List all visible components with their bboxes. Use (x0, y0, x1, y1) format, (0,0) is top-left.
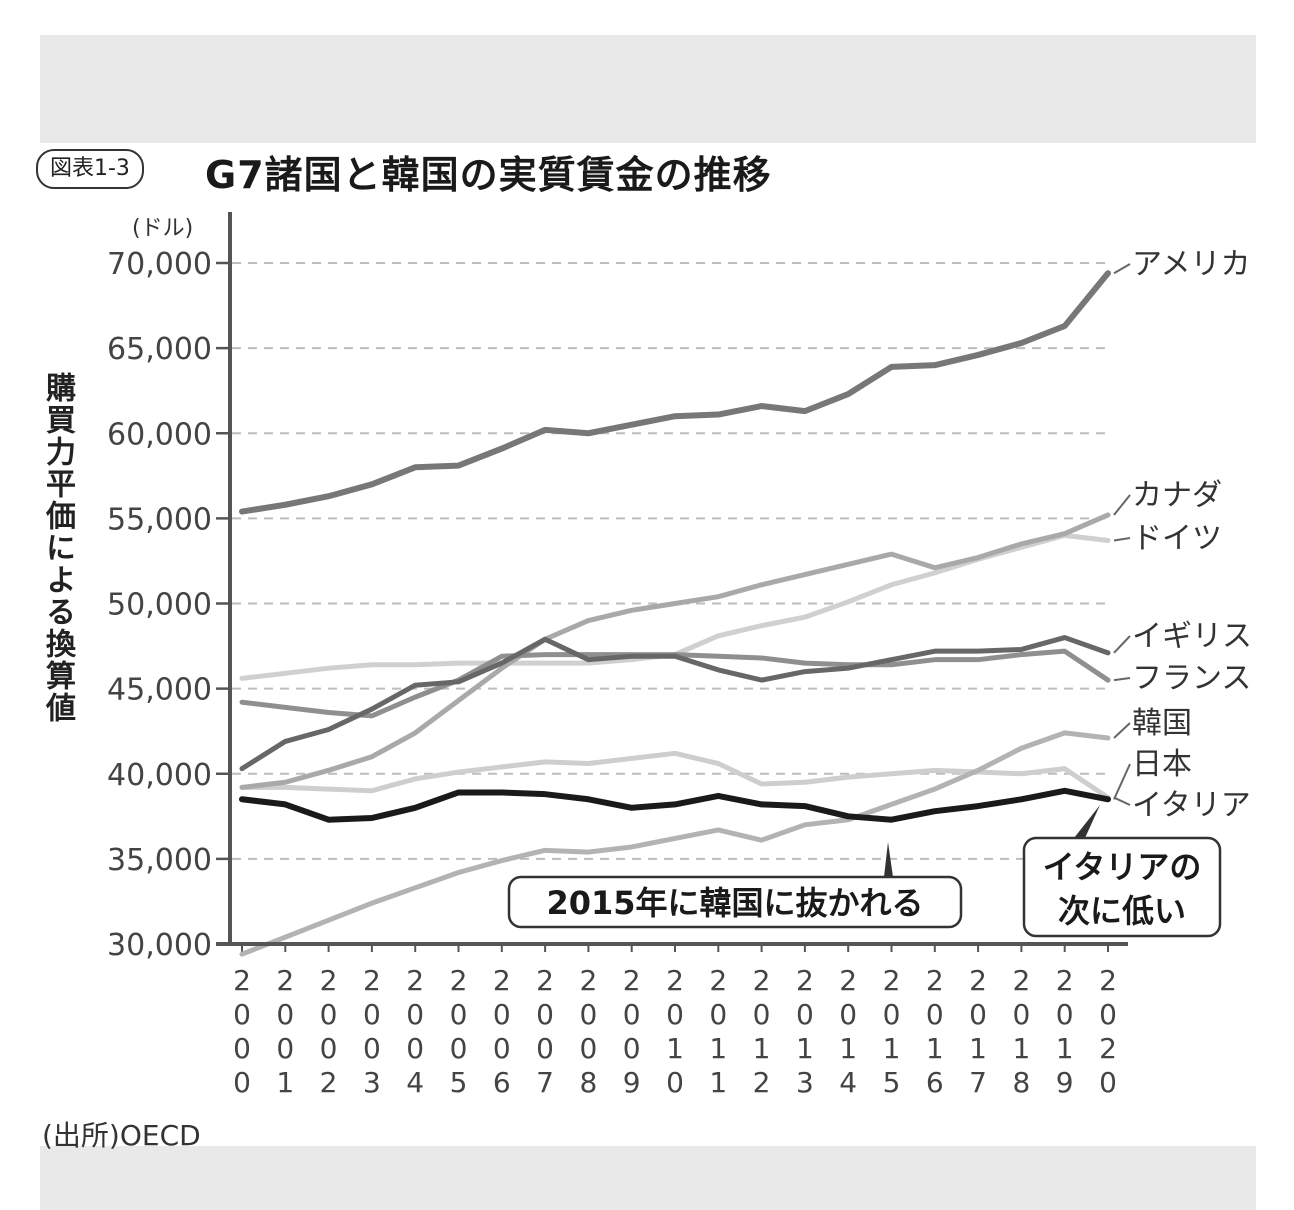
right-margin (1256, 0, 1294, 1210)
y-tick-label: 70,000 (107, 247, 212, 282)
left-margin (0, 0, 40, 1210)
series-line-0 (239, 270, 1111, 515)
annotation-pointer-korea (884, 842, 893, 877)
series-leader-4 (1113, 677, 1131, 682)
annotation-second-lowest-line1: イタリアの (1043, 848, 1202, 886)
figure-number-badge: 図表1-3 (36, 149, 144, 189)
y-axis-unit: (ドル) (132, 216, 194, 241)
series-leader-0 (1113, 263, 1131, 275)
y-tick-label: 30,000 (107, 928, 212, 963)
series-line-3 (239, 635, 1111, 772)
chart-title: G7諸国と韓国の実質賃金の推移 (205, 153, 772, 197)
source-note: (出所)OECD (42, 1119, 201, 1152)
y-tick-label: 50,000 (107, 588, 212, 623)
series-line-6 (239, 787, 1111, 823)
annotation-second-lowest-line2: 次に低い (1058, 892, 1186, 930)
series-label: 日本 (1132, 747, 1192, 782)
bottom-band (40, 1146, 1256, 1210)
series-label: 韓国 (1132, 706, 1192, 741)
y-tick-label: 35,000 (107, 843, 212, 878)
series-label: カナダ (1132, 478, 1222, 513)
series-label: フランス (1132, 661, 1251, 696)
series-line-4 (239, 648, 1111, 719)
annotation-korea-passes: 2015年に韓国に抜かれる (546, 884, 923, 922)
series-label: イギリス (1132, 619, 1252, 654)
series-label: アメリカ (1132, 247, 1251, 282)
annotation-box-second-lowest (1022, 836, 1222, 938)
annotation-box-korea (507, 875, 963, 929)
series-label: イタリア (1132, 788, 1251, 823)
y-tick-label: 55,000 (107, 502, 212, 537)
y-tick-label: 40,000 (107, 758, 212, 793)
series-leader-3 (1113, 635, 1131, 654)
series-leader-2 (1113, 537, 1131, 542)
series-leader-1 (1113, 494, 1131, 516)
series-line-5 (239, 730, 1111, 957)
series-leader-7 (1113, 796, 1131, 806)
series-label: ドイツ (1132, 521, 1222, 556)
annotation-pointer-second-lowest (1074, 805, 1100, 838)
y-tick-label: 60,000 (107, 417, 212, 452)
series-line-7 (239, 750, 1111, 801)
top-band (40, 35, 1256, 143)
y-tick-label: 45,000 (107, 673, 212, 708)
y-axis-label: 購買力平価による換算値 (40, 372, 75, 724)
series-line-1 (239, 512, 1111, 790)
series-leader-5 (1113, 722, 1131, 739)
y-tick-label: 65,000 (107, 332, 212, 367)
series-leader-6 (1113, 763, 1131, 800)
